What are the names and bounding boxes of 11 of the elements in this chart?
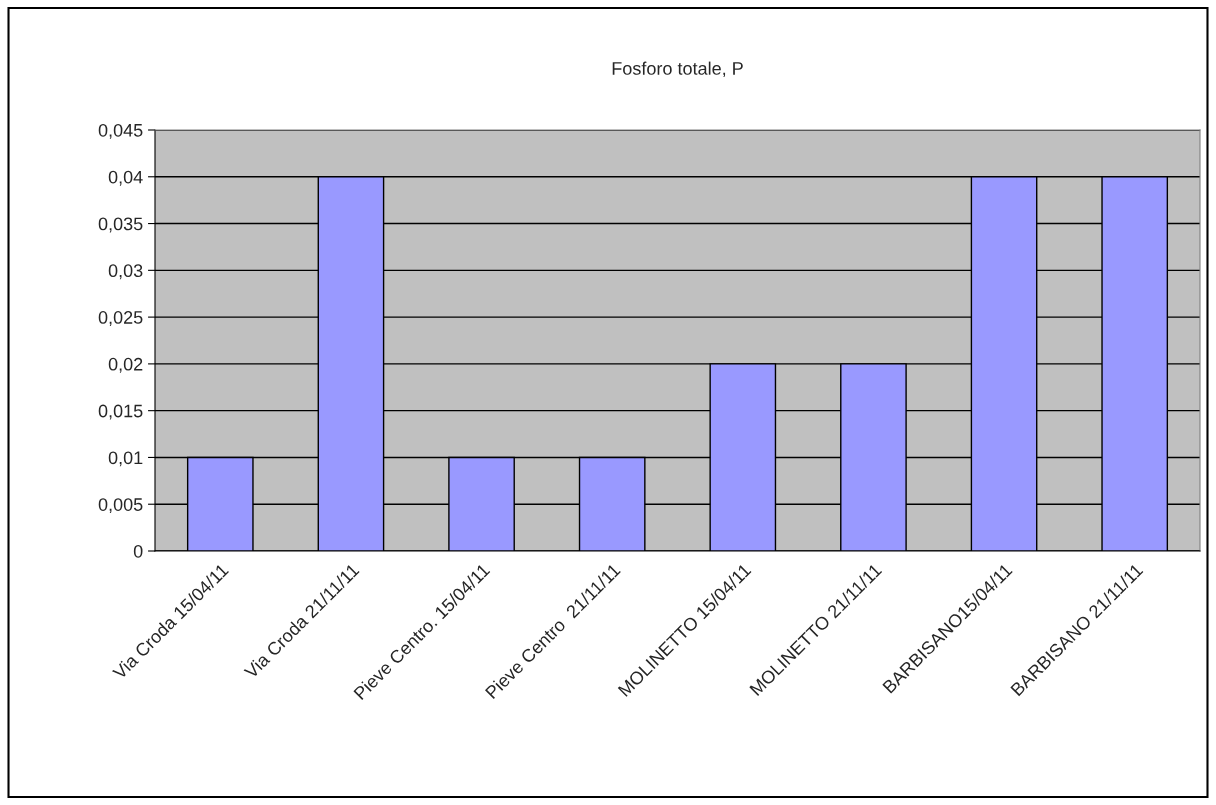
y-tick-label: 0,015: [98, 404, 143, 420]
chart-title: Fosforo totale, P: [612, 61, 743, 77]
y-tick-label: 0: [133, 544, 143, 558]
y-tick-label: 0,025: [98, 311, 143, 326]
y-tick-label: 0,02: [108, 357, 143, 373]
y-tick-label: 0,045: [98, 123, 143, 139]
y-tick-label: 0,03: [108, 264, 143, 280]
y-tick-label: 0,005: [98, 498, 143, 514]
y-tick-label: 0,04: [108, 170, 143, 186]
y-tick-label: 0,035: [98, 217, 143, 233]
y-tick-label: 0,01: [108, 451, 143, 467]
